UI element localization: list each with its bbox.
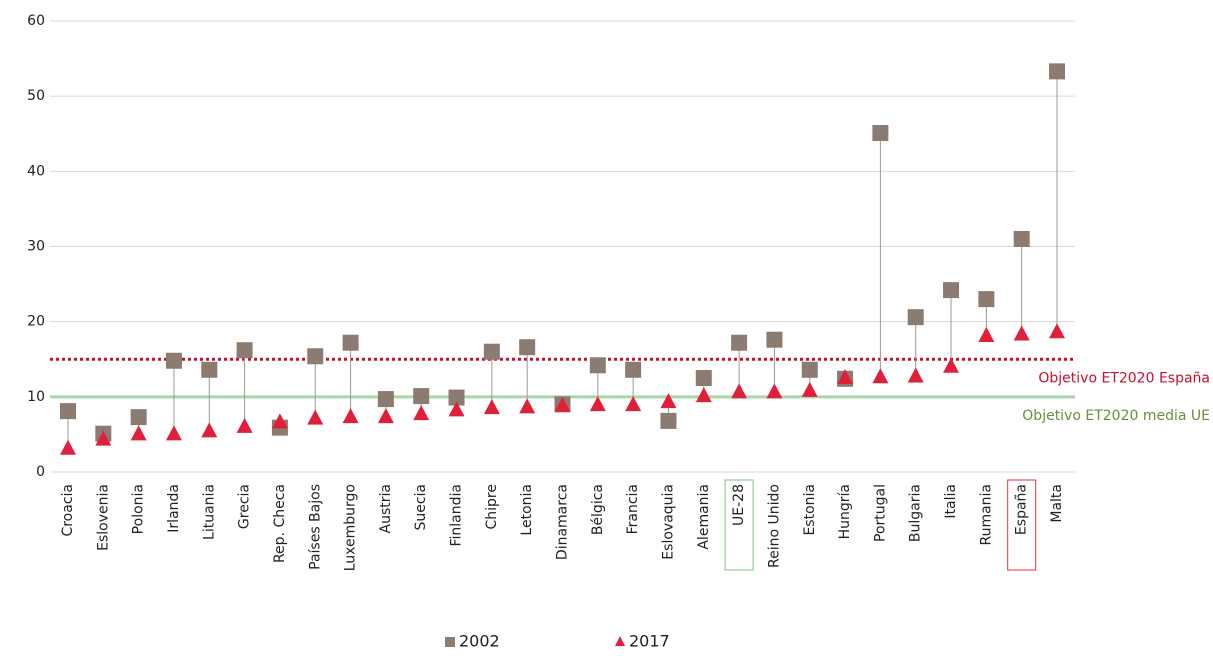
triangle-marker xyxy=(519,398,536,414)
x-tick-label: Polonia xyxy=(131,484,147,534)
triangle-marker xyxy=(377,408,394,424)
square-marker xyxy=(60,403,76,420)
triangle-marker xyxy=(766,383,783,399)
triangle-marker xyxy=(236,417,253,433)
reference-label: Objetivo ET2020 media UE xyxy=(1022,408,1210,424)
triangle-marker xyxy=(589,396,606,412)
square-marker xyxy=(448,389,465,406)
y-tick-label: 50 xyxy=(27,88,45,104)
x-tick-label: Países Bajos xyxy=(307,484,323,570)
x-tick-label: Reino Unido xyxy=(766,484,782,568)
square-marker xyxy=(625,361,642,378)
x-tick-label: Letonia xyxy=(519,484,535,536)
triangle-marker xyxy=(943,357,960,373)
triangle-marker xyxy=(1049,323,1065,339)
square-marker xyxy=(589,357,606,374)
x-tick-label: Austria xyxy=(378,484,394,533)
x-tick-label: Portugal xyxy=(872,484,888,542)
square-marker xyxy=(801,361,818,378)
x-tick-label: Hungría xyxy=(837,484,853,539)
highlight-box xyxy=(1007,479,1037,571)
triangle-marker xyxy=(342,408,359,424)
triangle-marker xyxy=(165,425,182,441)
legend-label: 2017 xyxy=(629,632,670,651)
triangle-marker xyxy=(625,396,642,412)
x-tick-label: Finlandia xyxy=(449,484,465,547)
triangle-marker xyxy=(413,405,430,421)
square-marker xyxy=(342,334,359,351)
legend-label: 2002 xyxy=(459,632,500,651)
square-marker xyxy=(483,343,500,360)
x-tick-label: Dinamarca xyxy=(555,484,571,560)
x-tick-label: Malta xyxy=(1049,484,1065,523)
x-tick-label: Chipre xyxy=(484,484,500,530)
triangle-marker xyxy=(1013,325,1030,341)
square-marker xyxy=(943,282,960,299)
triangle-marker xyxy=(448,401,465,417)
square-marker xyxy=(1049,63,1065,80)
square-marker xyxy=(872,124,889,141)
square-marker xyxy=(413,388,430,405)
triangle-marker xyxy=(660,393,677,409)
x-tick-label: Bulgaria xyxy=(908,484,924,542)
square-marker xyxy=(130,409,147,426)
square-marker xyxy=(377,391,394,408)
x-tick-label: Lituania xyxy=(201,484,217,540)
square-marker xyxy=(236,342,253,359)
x-tick-label: Rep. Checa xyxy=(272,484,288,563)
triangle-marker xyxy=(872,368,889,384)
x-tick-label: Irlanda xyxy=(166,484,182,533)
x-tick-label: Grecia xyxy=(237,484,253,529)
y-tick-label: 40 xyxy=(27,163,45,179)
triangle-marker xyxy=(978,326,995,342)
y-tick-label: 10 xyxy=(27,389,45,405)
square-marker xyxy=(1013,230,1030,247)
triangle-marker xyxy=(95,430,112,446)
triangle-marker xyxy=(271,413,288,429)
x-tick-label: Italia xyxy=(943,484,959,519)
triangle-marker xyxy=(837,369,854,385)
triangle-marker xyxy=(801,381,818,397)
square-marker xyxy=(695,370,712,387)
triangle-marker xyxy=(695,387,712,403)
x-tick-label: Suecia xyxy=(413,484,429,531)
x-tick-label: Eslovaquia xyxy=(660,484,676,560)
y-tick-label: 60 xyxy=(27,13,45,29)
y-tick-label: 20 xyxy=(27,314,45,330)
square-marker xyxy=(766,331,783,348)
square-marker xyxy=(165,352,182,369)
triangle-marker xyxy=(554,396,571,412)
triangle-marker xyxy=(731,383,748,399)
x-tick-label: Bélgica xyxy=(590,484,606,535)
triangle-marker xyxy=(60,439,76,455)
x-tick-label: Luxemburgo xyxy=(343,484,359,571)
square-marker xyxy=(519,339,536,356)
y-tick-label: 30 xyxy=(27,239,45,255)
x-tick-label: UE-28 xyxy=(731,484,747,526)
triangle-marker xyxy=(130,425,147,441)
square-marker xyxy=(731,334,748,351)
square-marker xyxy=(978,291,995,308)
highlight-box xyxy=(724,479,754,571)
triangle-marker xyxy=(307,409,324,425)
x-tick-label: Croacia xyxy=(60,484,76,537)
x-tick-label: Estonia xyxy=(802,484,818,536)
x-tick-label: Rumania xyxy=(978,484,994,546)
x-tick-label: España xyxy=(1014,484,1030,535)
y-tick-label: 0 xyxy=(36,464,45,480)
triangle-marker xyxy=(907,367,924,383)
x-tick-label: Alemania xyxy=(696,484,712,550)
square-marker xyxy=(307,348,324,365)
square-marker xyxy=(660,412,677,429)
x-tick-label: Eslovenia xyxy=(95,484,111,551)
triangle-marker xyxy=(483,399,500,415)
legend-swatch xyxy=(615,636,625,646)
square-marker xyxy=(907,309,924,326)
legend-swatch xyxy=(445,637,455,647)
x-tick-label: Francia xyxy=(625,484,641,534)
square-marker xyxy=(201,361,218,378)
reference-label: Objetivo ET2020 España xyxy=(1038,370,1210,386)
triangle-marker xyxy=(201,422,218,438)
